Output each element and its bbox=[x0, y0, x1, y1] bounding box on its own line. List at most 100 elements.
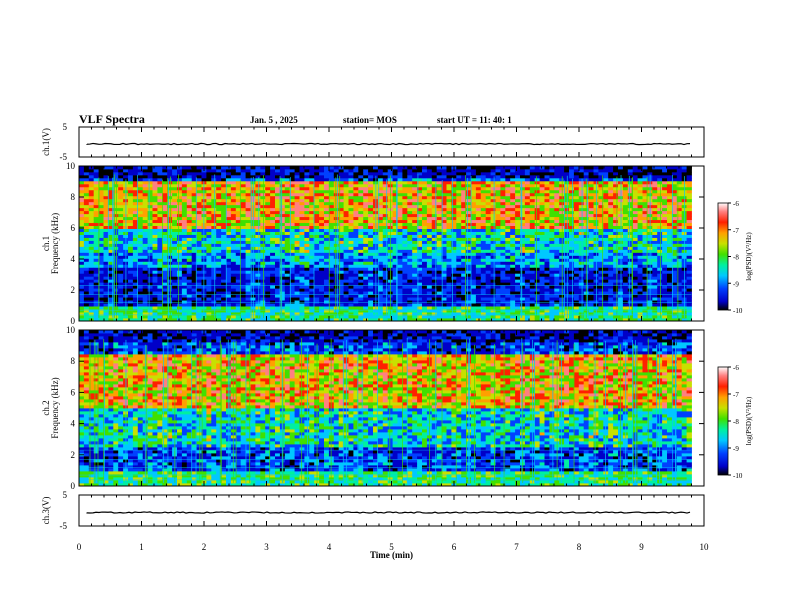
spectrogram-cell bbox=[211, 315, 217, 319]
spectrogram-cell bbox=[186, 246, 193, 250]
spectrogram-cell bbox=[412, 216, 418, 221]
spectrogram-cell bbox=[137, 318, 144, 322]
spectrogram-cell bbox=[471, 270, 477, 274]
spectrogram-cell bbox=[539, 291, 545, 295]
spectrogram-cell bbox=[260, 288, 266, 292]
spectrogram-cell bbox=[191, 267, 197, 271]
spectrogram-cell bbox=[113, 213, 119, 218]
spectrogram-cell bbox=[490, 315, 496, 319]
spectrogram-cell bbox=[328, 270, 335, 274]
spectrogram-cell bbox=[265, 285, 271, 289]
spectrogram-cell bbox=[319, 231, 325, 235]
spectrogram-cell bbox=[137, 180, 144, 185]
spectrogram-cell bbox=[172, 219, 178, 224]
spectrogram-cell bbox=[186, 219, 193, 224]
spectrogram-cell bbox=[211, 318, 217, 322]
spectrogram-cell bbox=[417, 198, 423, 203]
spectrogram-cell bbox=[206, 204, 212, 209]
spectrogram-cell bbox=[441, 249, 447, 253]
spectrogram-cell bbox=[397, 198, 403, 203]
spectrogram-cell bbox=[279, 225, 286, 229]
spectrogram-cell bbox=[181, 309, 188, 313]
spectrogram-cell bbox=[407, 216, 413, 221]
spectrogram-cell bbox=[534, 168, 540, 173]
spectrogram-cell bbox=[275, 174, 281, 179]
spectrogram-cell bbox=[88, 279, 95, 283]
spectrogram-cell bbox=[397, 279, 403, 283]
spectrogram-cell bbox=[284, 213, 291, 218]
spectrogram-cell bbox=[441, 237, 447, 241]
spectrogram-cell bbox=[520, 204, 526, 209]
spectrogram-cell bbox=[377, 240, 384, 244]
spectrogram-cell bbox=[152, 300, 158, 304]
spectrogram-cell bbox=[128, 273, 134, 277]
spectrogram-cell bbox=[392, 207, 398, 212]
spectrogram-cell bbox=[466, 288, 472, 292]
spectrogram-cell bbox=[162, 192, 168, 197]
spectrogram-cell bbox=[196, 240, 202, 244]
spectrogram-cell bbox=[211, 270, 217, 274]
spectrogram-cell bbox=[147, 216, 153, 221]
spectrogram-cell bbox=[456, 246, 462, 250]
spectrogram-cell bbox=[510, 291, 516, 295]
spectrogram-cell bbox=[177, 225, 183, 229]
spectrogram-cell bbox=[152, 285, 158, 289]
spectrogram-cell bbox=[348, 246, 354, 250]
spectrogram-cell bbox=[314, 171, 320, 176]
spectrogram-cell bbox=[426, 312, 433, 316]
spectrogram-cell bbox=[348, 261, 354, 265]
spectrogram-cell bbox=[289, 231, 295, 235]
spectrogram-cell bbox=[113, 195, 119, 200]
spectrogram-cell bbox=[221, 168, 227, 173]
spectrogram-cell bbox=[539, 300, 545, 304]
spectrogram-cell bbox=[505, 231, 511, 235]
spectrogram-cell bbox=[230, 279, 237, 283]
spectrogram-cell bbox=[118, 258, 124, 262]
spectrogram-cell bbox=[186, 249, 193, 253]
spectrogram-cell bbox=[167, 180, 173, 185]
spectrogram-cell bbox=[441, 166, 447, 170]
spectrogram-cell bbox=[490, 189, 496, 194]
spectrogram-cell bbox=[147, 291, 153, 295]
spectrogram-cell bbox=[196, 195, 202, 200]
spectrogram-cell bbox=[544, 297, 550, 301]
spectrogram-cell bbox=[147, 192, 153, 197]
spectrogram-cell bbox=[490, 216, 496, 221]
spectrogram-cell bbox=[338, 282, 344, 286]
spectrogram-cell bbox=[505, 285, 511, 289]
spectrogram-cell bbox=[377, 222, 384, 227]
spectrogram-cell bbox=[353, 204, 359, 209]
spectrogram-cell bbox=[348, 240, 354, 244]
spectrogram-cell bbox=[495, 171, 501, 176]
spectrogram-cell bbox=[505, 222, 511, 227]
spectrogram-cell bbox=[441, 267, 447, 271]
spectrogram-cell bbox=[289, 300, 295, 304]
spectrogram-cell bbox=[255, 228, 261, 232]
spectrogram-cell bbox=[181, 264, 188, 268]
spectrogram-cell bbox=[544, 207, 550, 212]
spectrogram-cell bbox=[88, 177, 95, 182]
spectrogram-cell bbox=[142, 204, 148, 209]
spectrogram-cell bbox=[397, 273, 403, 277]
spectrogram-cell bbox=[235, 195, 242, 200]
spectrogram-cell bbox=[147, 174, 153, 179]
spectrogram-cell bbox=[270, 270, 276, 274]
spectrogram-cell bbox=[441, 204, 447, 209]
spectrogram-cell bbox=[294, 312, 300, 316]
spectrogram-cell bbox=[167, 279, 173, 283]
spectrogram-cell bbox=[333, 225, 340, 229]
spectrogram-cell bbox=[328, 228, 335, 232]
spectrogram-cell bbox=[451, 246, 457, 250]
spectrogram-cell bbox=[539, 315, 545, 319]
spectrogram-cell bbox=[147, 183, 153, 188]
spectrogram-cell bbox=[93, 228, 99, 232]
spectrogram-cell bbox=[426, 300, 433, 304]
spectrogram-cell bbox=[490, 249, 496, 253]
spectrogram-cell bbox=[333, 171, 340, 176]
spectrogram-cell bbox=[314, 195, 320, 200]
spectrogram-cell bbox=[456, 228, 462, 232]
spectrogram-cell bbox=[309, 249, 315, 253]
spectrogram-cell bbox=[216, 276, 222, 280]
spectrogram-cell bbox=[461, 273, 467, 277]
spectrogram-cell bbox=[167, 270, 173, 274]
